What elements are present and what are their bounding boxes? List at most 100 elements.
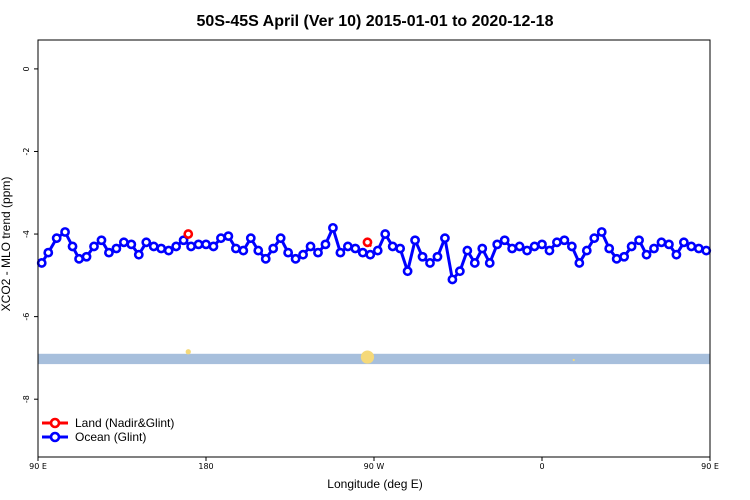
chart-title: 50S-45S April (Ver 10) 2015-01-01 to 202… [197,13,554,30]
ocean-point-45 [372,245,383,256]
x-tick-label-0: 90 E [29,462,47,471]
ocean-point-49 [402,266,413,277]
ocean-point-17 [163,245,174,256]
ocean-point-54 [440,233,450,244]
ocean-point-56 [454,266,465,277]
ocean-point-36 [305,241,316,252]
ocean-point-68 [544,245,555,256]
ocean-point-66 [529,241,540,252]
ocean-point-19 [178,235,189,246]
ocean-point-35 [298,249,308,260]
legend-label-0: Land (Nadir&Glint) [75,416,174,430]
x-axis-label: Longitude (deg E) [327,477,422,491]
ocean-point-3 [60,227,70,237]
ocean-point-23 [208,241,219,252]
ocean-point-27 [238,245,249,256]
ocean-point-47 [387,241,398,252]
ocean-point-22 [201,239,211,250]
ocean-point-60 [484,258,495,268]
series-layer [36,222,712,285]
ocean-point-55 [447,274,458,285]
ocean-point-2 [51,233,62,244]
x-tick-label-4: 90 E [701,462,719,471]
ocean-point-44 [365,249,376,260]
ocean-point-79 [626,241,637,252]
ocean-point-48 [395,243,406,254]
ocean-point-25 [223,231,234,242]
ocean-point-11 [118,237,129,248]
ocean-point-74 [589,233,600,244]
y-tick-label-0: 0 [22,66,31,71]
ocean-point-12 [126,239,137,250]
legend-label-1: Ocean (Glint) [75,430,146,444]
ocean-point-52 [425,258,435,268]
ocean-point-8 [96,235,107,246]
ocean-point-64 [514,241,525,252]
ocean-point-71 [566,241,577,252]
ocean-point-41 [342,241,353,252]
plot-frame [37,39,711,458]
ocean-point-42 [350,243,361,254]
band-marker-2 [572,358,575,362]
ocean-point-28 [245,233,256,244]
ocean-point-87 [686,241,697,252]
ocean-point-0 [36,258,47,268]
ocean-point-82 [649,243,659,254]
ocean-point-69 [552,237,562,248]
ocean-point-78 [619,251,630,262]
ocean-point-70 [559,235,570,246]
ocean-point-59 [477,243,488,254]
ocean-point-30 [260,253,271,264]
ocean-point-31 [268,243,279,254]
y-tick-label-1: -2 [22,147,31,155]
ocean-point-50 [410,235,420,246]
ocean-point-39 [328,222,338,233]
ocean-point-13 [133,249,144,260]
ocean-point-81 [641,249,652,260]
ocean-point-1 [43,247,54,258]
x-tick-label-2: 90 W [364,462,385,471]
ocean-point-34 [290,253,301,264]
ocean-point-63 [507,243,518,254]
band-marker-0 [185,349,191,355]
ocean-point-77 [611,253,622,264]
ocean-point-86 [678,237,689,248]
ocean-point-20 [186,241,196,252]
band-layer [38,349,710,365]
ocean-point-9 [104,247,114,258]
ocean-point-76 [604,243,615,254]
ocean-point-21 [193,239,204,250]
land-point-1 [362,237,373,248]
ocean-point-24 [216,233,226,244]
ocean-point-29 [253,245,264,256]
x-tick-label-1: 180 [198,462,213,471]
ocean-point-40 [335,247,346,258]
ocean-point-84 [664,239,674,250]
ocean-point-89 [701,245,712,256]
ocean-point-85 [671,249,682,260]
legend-marker-0 [49,417,61,429]
y-tick-label-3: -6 [22,313,31,321]
ocean-point-65 [522,245,532,256]
ocean-point-88 [693,243,704,254]
ocean-point-5 [74,253,84,264]
ocean-point-14 [141,237,152,248]
ocean-point-46 [380,229,391,239]
land-point-0 [183,229,194,239]
legend-marker-1 [49,431,61,443]
ocean-point-67 [537,239,547,250]
ocean-point-72 [574,258,585,268]
legend: Land (Nadir&Glint)Ocean (Glint) [42,416,174,444]
ocean-point-75 [596,227,607,237]
ocean-point-15 [148,241,159,252]
y-axis-label: XCO2 - MLO trend (ppm) [0,177,13,312]
ocean-point-10 [111,243,122,254]
ocean-point-7 [89,241,99,252]
ocean-point-6 [81,251,92,262]
y-tick-label-2: -4 [22,230,31,238]
ocean-point-57 [462,245,473,256]
ocean-point-16 [156,243,167,254]
ocean-point-73 [581,245,592,256]
